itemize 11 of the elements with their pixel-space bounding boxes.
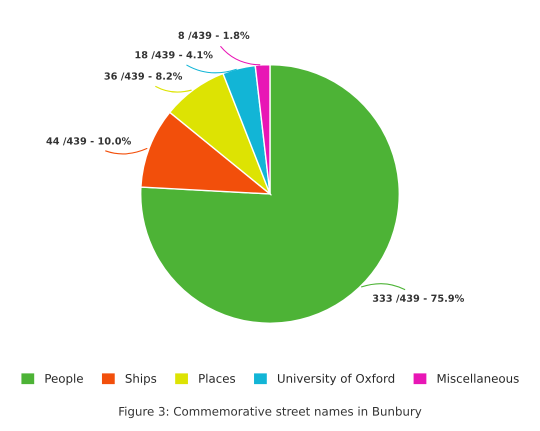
legend-label: Ships [126,374,156,386]
legend-label: University of Oxford [278,374,394,386]
data-label: 36 /439 - 8.2% [104,72,182,80]
data-label: 8 /439 - 1.8% [178,32,250,40]
data-label: 18 /439 - 4.1% [136,51,213,60]
legend-label: People [45,374,83,386]
caption: Figure 3: Commemorative street names in Bunbury [119,406,422,418]
legend-label: Places [199,374,236,383]
data-label: 44 /439 - 10.0% [46,137,131,146]
data-label: 333 /439 - 75.9% [372,294,464,303]
legend-label: Miscellaneous [438,374,519,383]
